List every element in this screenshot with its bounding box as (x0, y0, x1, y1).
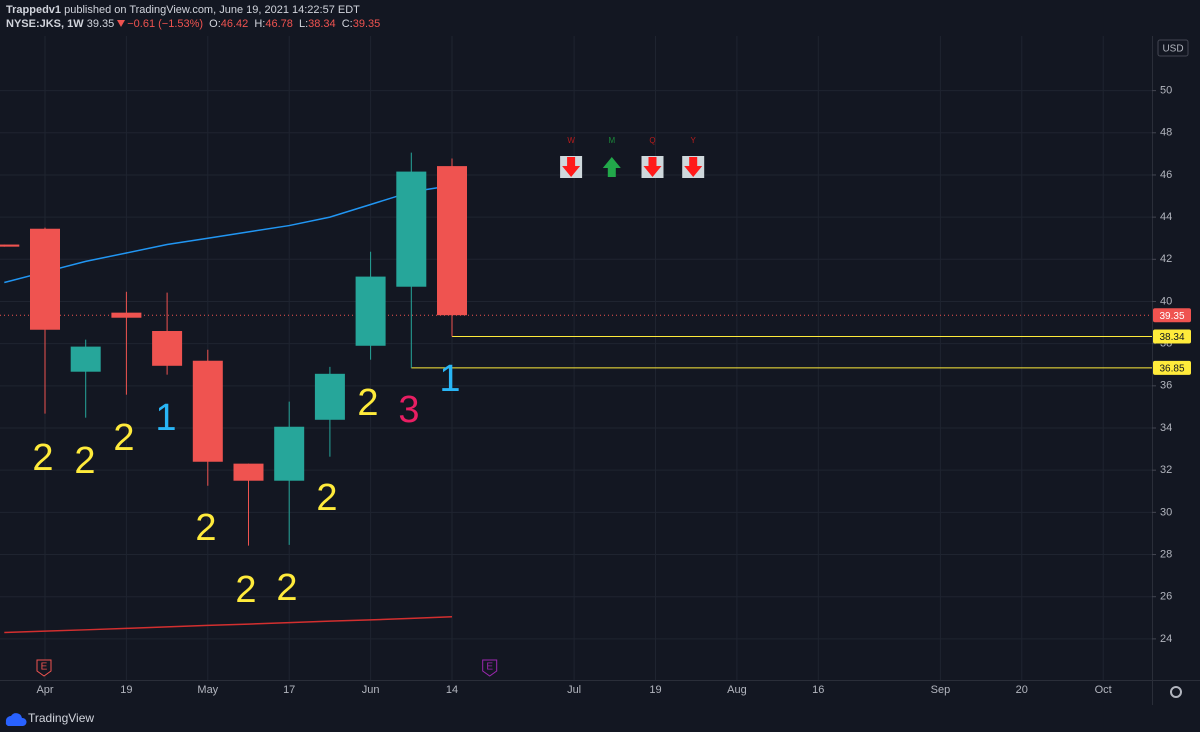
settings-icon[interactable] (1170, 686, 1182, 698)
candle-body (70, 346, 101, 372)
candle-body (274, 426, 305, 481)
h-value: 46.78 (265, 18, 293, 30)
candle-body (355, 276, 386, 346)
annotation: 2 (32, 437, 53, 479)
x-tick-label: Oct (1095, 684, 1112, 696)
brand: TradingView (28, 711, 94, 725)
gear[interactable] (1170, 686, 1182, 698)
x-tick-label: 20 (1016, 684, 1028, 696)
l-label: L: (298, 18, 309, 30)
earnings-marker (482, 659, 498, 677)
price-label: 36.85 (1159, 364, 1184, 375)
signal-arrow (562, 157, 581, 177)
x-tick-label: May (197, 684, 218, 696)
brand-logo (5, 713, 27, 727)
x-tick-label: 16 (812, 684, 824, 696)
candle-body (152, 331, 183, 366)
annotation: 2 (235, 569, 256, 611)
annotation: 2 (357, 382, 378, 424)
change: −0.61 (−1.53%) (127, 18, 204, 30)
author: Trappedv1 (6, 4, 62, 16)
x-tick-label: 14 (446, 684, 458, 696)
annotation: 1 (439, 358, 460, 400)
price-label: 39.35 (1159, 311, 1184, 322)
earnings-label: E (486, 662, 493, 673)
published: published on TradingView.com, June 19, 2… (64, 4, 360, 16)
y-tick-label: 24 (1160, 633, 1172, 645)
price-label-box (1153, 360, 1191, 375)
footer-bar (0, 705, 1200, 732)
signal-label: Y (691, 136, 697, 145)
annotation: 2 (316, 477, 337, 519)
y-tick-label: 42 (1160, 253, 1172, 265)
y-tick-label: 26 (1160, 591, 1172, 603)
earnings-marker (36, 659, 52, 677)
header: Trappedv1 published on TradingView.com, … (6, 3, 383, 31)
x-tick-label: Sep (931, 684, 951, 696)
y-tick-label: 28 (1160, 548, 1172, 560)
signal-label: Q (649, 136, 655, 145)
candle-body (314, 373, 345, 420)
symbol: NYSE:JKS, 1W (6, 18, 84, 30)
candle-body (233, 463, 264, 481)
currency-box (1157, 39, 1189, 57)
x-tick-label: 17 (283, 684, 295, 696)
x-tick-label: Jun (362, 684, 380, 696)
logo-cloud (5, 713, 27, 727)
candle-body (192, 360, 223, 462)
signal-arrow (684, 157, 703, 177)
x-tick-label: 19 (120, 684, 132, 696)
triangle (117, 20, 126, 27)
annotation: 2 (74, 440, 95, 482)
candle-body (0, 244, 20, 247)
x-tick-label: 19 (649, 684, 661, 696)
annotation: 2 (113, 417, 134, 459)
candle-body (111, 312, 142, 318)
o-label: O: (209, 18, 221, 30)
price-label-box (1153, 329, 1191, 344)
last-price: 39.35 (86, 18, 115, 30)
signal-label: M (608, 136, 615, 145)
currency: USD (1162, 44, 1183, 55)
y-tick-label: 48 (1160, 127, 1172, 139)
signal-arrow (643, 157, 662, 177)
y-tick-label: 30 (1160, 506, 1172, 518)
h-label: H: (254, 18, 266, 30)
price-label: 38.34 (1159, 332, 1184, 343)
candle-body (396, 171, 427, 287)
signal-label: W (567, 136, 575, 145)
x-tick-label: Jul (567, 684, 581, 696)
moving-average (4, 615, 453, 634)
y-tick-label: 46 (1160, 169, 1172, 181)
c-value: 39.35 (352, 18, 381, 30)
l-value: 38.34 (308, 18, 336, 30)
x-tick-label: Apr (36, 684, 53, 696)
y-tick-label: 44 (1160, 211, 1172, 223)
price-label-box (1153, 308, 1191, 323)
c-label: C: (341, 18, 353, 30)
y-tick-label: 34 (1160, 422, 1172, 434)
y-tick-label: 36 (1160, 380, 1172, 392)
header-line-2: NYSE:JKS, 1W 39.35 −0.61 (−1.53%) O:46.42… (6, 17, 383, 31)
header-line-1: Trappedv1 published on TradingView.com, … (6, 3, 383, 17)
candle-body (437, 166, 467, 316)
o-value: 46.42 (220, 18, 249, 30)
annotation: 2 (195, 507, 216, 549)
earnings-label: E (41, 662, 48, 673)
annotation: 2 (276, 567, 297, 609)
annotation: 3 (398, 389, 419, 431)
signal-arrow (602, 157, 621, 177)
y-tick-label: 50 (1160, 85, 1172, 97)
candle-body (30, 228, 60, 330)
y-tick-label: 40 (1160, 295, 1172, 307)
annotation: 1 (155, 397, 176, 439)
y-tick-label: 32 (1160, 464, 1172, 476)
x-tick-label: Aug (727, 684, 747, 696)
moving-average (4, 184, 453, 284)
down-triangle (117, 20, 126, 27)
